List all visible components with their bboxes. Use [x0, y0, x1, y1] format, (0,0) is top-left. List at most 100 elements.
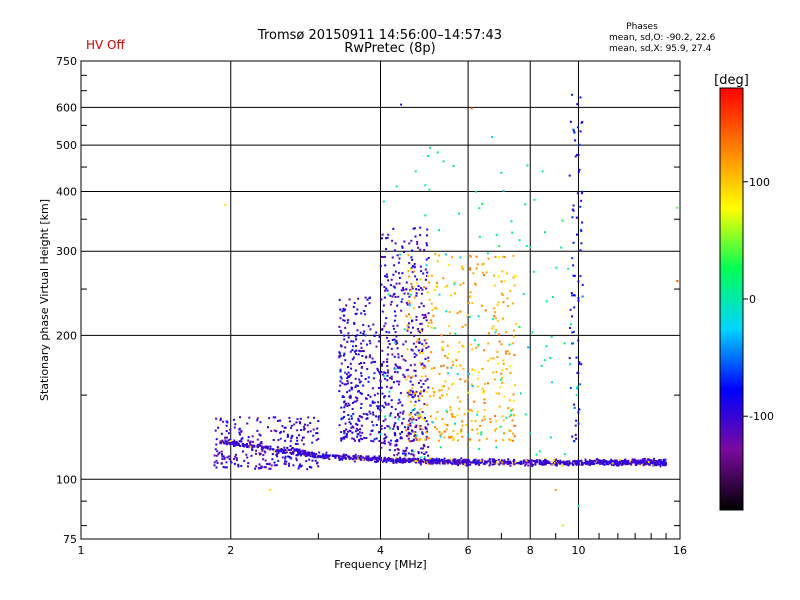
data-point — [493, 307, 496, 310]
data-point — [354, 386, 357, 388]
data-point — [452, 382, 455, 385]
data-point — [345, 434, 348, 437]
data-point — [415, 390, 418, 393]
data-point — [415, 460, 418, 462]
data-point — [339, 329, 342, 332]
data-point — [350, 426, 353, 429]
data-point — [340, 406, 343, 409]
data-point — [389, 459, 391, 462]
data-point — [356, 429, 359, 432]
data-point — [478, 207, 481, 210]
data-point — [402, 410, 405, 413]
data-point — [471, 428, 474, 431]
data-point — [403, 251, 405, 253]
data-point — [476, 410, 479, 413]
data-point — [341, 382, 344, 385]
data-point — [228, 442, 231, 445]
data-point — [301, 449, 304, 452]
data-point — [259, 434, 262, 437]
data-point — [442, 385, 445, 388]
data-point — [414, 275, 417, 278]
data-point — [513, 384, 516, 387]
data-point — [581, 295, 584, 298]
data-point — [458, 458, 461, 461]
data-point — [409, 458, 412, 461]
data-point — [573, 306, 576, 309]
data-point — [593, 462, 596, 465]
data-point — [454, 422, 456, 425]
data-point — [418, 460, 421, 463]
data-point — [383, 255, 386, 258]
data-point — [411, 449, 414, 452]
data-point — [469, 268, 471, 271]
data-point — [347, 430, 349, 433]
data-point — [573, 294, 575, 297]
data-point — [549, 436, 552, 439]
data-point — [501, 381, 504, 384]
data-point — [497, 275, 500, 278]
data-point — [448, 461, 451, 464]
data-point — [391, 295, 394, 298]
data-point — [510, 413, 513, 416]
data-point — [260, 445, 263, 448]
data-point — [430, 326, 433, 329]
data-point — [580, 121, 583, 124]
data-point — [389, 294, 392, 297]
data-point — [659, 465, 662, 468]
data-point — [269, 447, 272, 450]
data-point — [412, 459, 415, 462]
data-point — [424, 426, 427, 429]
data-point — [452, 458, 455, 461]
data-point — [487, 359, 490, 362]
data-point — [390, 375, 393, 378]
data-point — [354, 439, 356, 442]
data-point — [223, 458, 226, 461]
data-point — [476, 385, 479, 388]
data-point — [427, 312, 430, 315]
data-point — [508, 352, 511, 355]
data-point — [419, 278, 422, 281]
data-point — [374, 456, 377, 459]
data-point — [306, 454, 309, 457]
data-point — [339, 317, 342, 320]
data-point — [488, 459, 491, 462]
data-point — [365, 356, 367, 359]
data-point — [423, 445, 426, 448]
data-point — [612, 464, 615, 467]
data-point — [422, 447, 425, 450]
data-point — [216, 462, 219, 464]
data-point — [373, 360, 376, 363]
data-point — [426, 437, 429, 440]
data-point — [394, 459, 397, 462]
data-points — [213, 93, 679, 527]
data-point — [457, 462, 460, 465]
data-point — [510, 220, 513, 223]
data-point — [290, 427, 293, 430]
data-point — [353, 460, 356, 463]
data-point — [286, 446, 289, 449]
data-point — [525, 462, 528, 465]
data-point — [220, 450, 223, 453]
data-point — [395, 461, 398, 464]
data-point — [427, 275, 429, 278]
data-point — [390, 347, 393, 350]
data-point — [487, 342, 490, 345]
x-tick-label: 16 — [673, 544, 687, 557]
data-point — [421, 431, 424, 434]
data-point — [382, 441, 385, 444]
data-point — [456, 459, 459, 462]
data-point — [470, 343, 473, 346]
data-point — [571, 216, 574, 219]
data-point — [334, 454, 337, 457]
data-point — [422, 317, 425, 319]
data-point — [469, 267, 471, 270]
data-point — [555, 458, 558, 461]
data-point — [369, 433, 372, 436]
data-point — [401, 422, 404, 425]
data-point — [494, 255, 497, 258]
data-point — [419, 438, 421, 441]
data-point — [372, 377, 375, 380]
data-point — [572, 463, 575, 466]
data-point — [578, 168, 581, 171]
